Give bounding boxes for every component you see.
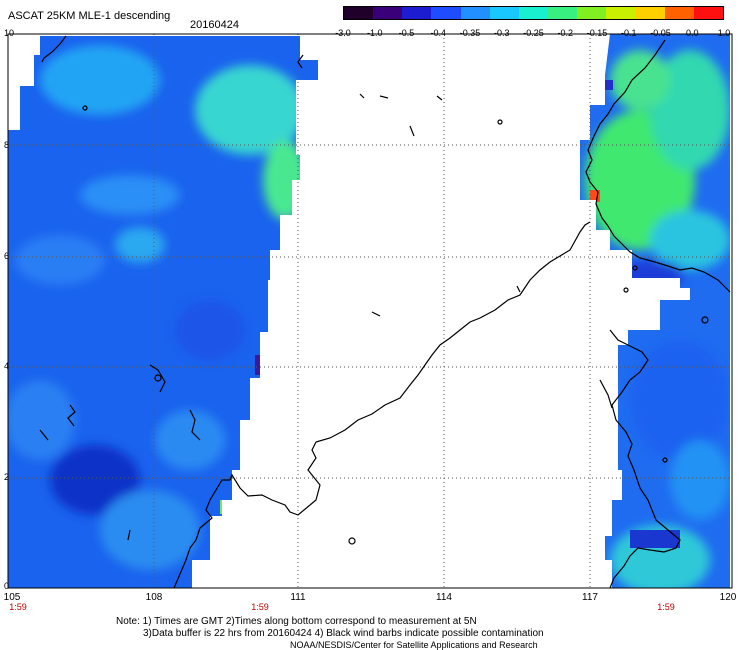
color-scale-label: -0.5: [398, 28, 415, 38]
coastlines: [39, 35, 731, 589]
time-label-left: 1:59: [9, 602, 27, 612]
color-scale-swatch: [402, 7, 432, 19]
color-scale-swatch: [518, 7, 549, 19]
color-scale-swatch: [664, 7, 694, 19]
color-scale-swatch: [635, 7, 665, 19]
footer-note-2: 3)Data buffer is 22 hrs from 20160424 4)…: [143, 628, 544, 639]
color-scale-label: -0.35: [459, 28, 481, 38]
footer-credit: NOAA/NESDIS/Center for Satellite Applica…: [290, 640, 538, 650]
time-label-middle: 1:59: [251, 602, 269, 612]
color-scale-label: -0.2: [557, 28, 574, 38]
x-label-105: 105: [3, 592, 21, 603]
y-label-8: 8: [4, 140, 10, 150]
color-scale-swatch: [373, 7, 403, 19]
y-label-10: 10: [4, 28, 15, 38]
map-date: 20160424: [190, 19, 239, 31]
color-scale-label: -1.0: [366, 28, 383, 38]
x-label-117: 117: [582, 592, 598, 603]
color-scale-label: -0.05: [650, 28, 671, 38]
graticule: [8, 34, 732, 588]
right-swath: [580, 34, 730, 588]
color-scale-label: -0.1: [620, 28, 637, 38]
color-scale-label: 1.0: [717, 28, 731, 38]
x-label-108: 108: [145, 592, 163, 603]
color-scale-swatch: [460, 7, 490, 19]
color-scale-label: -0.25: [523, 28, 544, 38]
footer-note-1: Note: 1) Times are GMT 2)Times along bot…: [116, 616, 477, 627]
color-scale-label: -0.15: [586, 28, 608, 38]
x-label-114: 114: [436, 592, 452, 603]
color-scale-label: -0.3: [493, 28, 510, 38]
color-scale-swatch: [489, 7, 519, 19]
x-label-111: 111: [290, 592, 306, 603]
color-scale-label: -3.0: [335, 28, 351, 38]
y-label-6: 6: [4, 251, 10, 261]
color-scale-label: -0.4: [430, 28, 447, 38]
color-scale-bar: [343, 6, 724, 20]
color-scale-swatch: [577, 7, 607, 19]
y-label-4: 4: [4, 361, 10, 371]
color-scale-swatch: [431, 7, 461, 19]
color-scale-swatch: [548, 7, 578, 19]
y-label-2: 2: [4, 472, 10, 482]
y-label-0: 0: [4, 581, 10, 591]
color-scale-label: 0.0: [685, 28, 699, 38]
time-label-right: 1:59: [657, 602, 675, 612]
color-scale-swatch: [606, 7, 636, 19]
left-swath: [8, 36, 318, 588]
x-label-120: 120: [719, 592, 737, 603]
map-title: ASCAT 25KM MLE-1 descending: [8, 10, 171, 22]
color-scale-swatch: [344, 7, 374, 19]
color-scale-swatch: [693, 7, 724, 19]
